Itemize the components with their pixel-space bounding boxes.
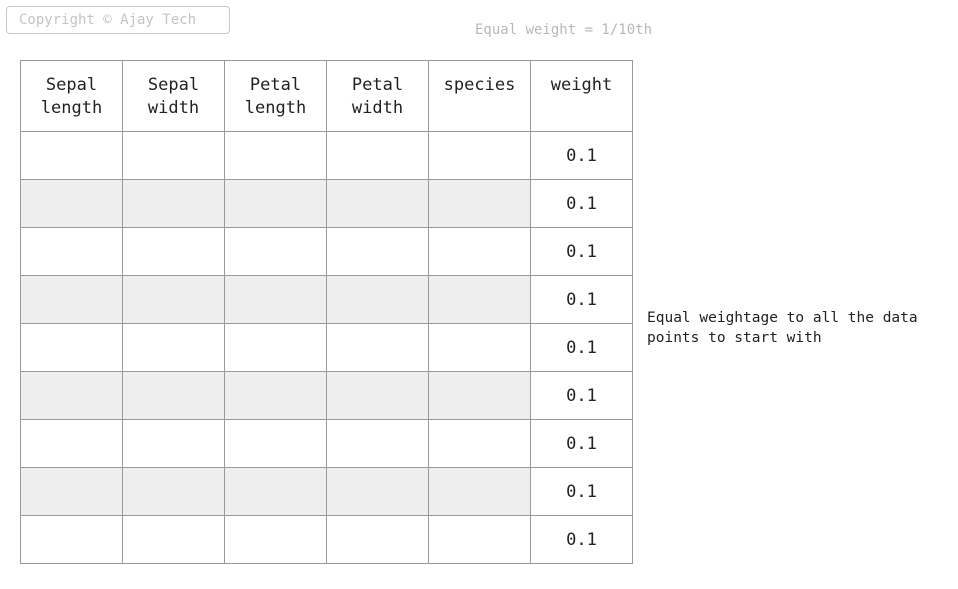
cell-species: [428, 323, 531, 372]
cell-species: [428, 419, 531, 468]
cell-sepal-width: [122, 371, 225, 420]
header-sepal-length: Sepal length: [20, 60, 123, 132]
cell-sepal-length: [20, 323, 123, 372]
cell-sepal-width: [122, 131, 225, 180]
table-row: 0.1: [20, 467, 633, 516]
cell-sepal-length: [20, 467, 123, 516]
cell-species: [428, 227, 531, 276]
cell-weight: 0.1: [530, 131, 633, 180]
table-row: 0.1: [20, 419, 633, 468]
header-petal-length: Petal length: [224, 60, 327, 132]
data-table: Sepal length Sepal width Petal length Petal…: [20, 60, 633, 564]
cell-petal-length: [224, 419, 327, 468]
cell-weight: 0.1: [530, 371, 633, 420]
cell-species: [428, 467, 531, 516]
cell-weight: 0.1: [530, 227, 633, 276]
cell-petal-width: [326, 515, 429, 564]
cell-species: [428, 275, 531, 324]
cell-sepal-width: [122, 419, 225, 468]
cell-species: [428, 131, 531, 180]
cell-petal-length: [224, 179, 327, 228]
table-body: 0.1 0.1 0.1 0.1: [20, 131, 633, 564]
equal-weight-note: Equal weight = 1/10th: [475, 22, 653, 38]
table-row: 0.1: [20, 131, 633, 180]
table-row: 0.1: [20, 323, 633, 372]
cell-species: [428, 371, 531, 420]
cell-sepal-length: [20, 227, 123, 276]
cell-sepal-length: [20, 179, 123, 228]
cell-sepal-length: [20, 419, 123, 468]
cell-petal-width: [326, 131, 429, 180]
cell-weight: 0.1: [530, 323, 633, 372]
table-row: 0.1: [20, 179, 633, 228]
cell-sepal-width: [122, 179, 225, 228]
cell-sepal-width: [122, 515, 225, 564]
header-petal-width: Petal width: [326, 60, 429, 132]
cell-weight: 0.1: [530, 515, 633, 564]
cell-sepal-length: [20, 515, 123, 564]
table-row: 0.1: [20, 371, 633, 420]
cell-petal-width: [326, 467, 429, 516]
cell-petal-width: [326, 371, 429, 420]
cell-sepal-length: [20, 131, 123, 180]
cell-petal-length: [224, 275, 327, 324]
cell-petal-width: [326, 275, 429, 324]
header-species: species: [428, 60, 531, 132]
cell-petal-length: [224, 227, 327, 276]
cell-petal-length: [224, 323, 327, 372]
cell-sepal-width: [122, 227, 225, 276]
cell-species: [428, 179, 531, 228]
cell-weight: 0.1: [530, 419, 633, 468]
cell-petal-length: [224, 515, 327, 564]
cell-sepal-width: [122, 275, 225, 324]
cell-sepal-width: [122, 467, 225, 516]
cell-petal-width: [326, 323, 429, 372]
cell-sepal-width: [122, 323, 225, 372]
header-row: Sepal length Sepal width Petal length Petal…: [20, 60, 633, 132]
table-row: 0.1: [20, 515, 633, 564]
table-row: 0.1: [20, 227, 633, 276]
cell-weight: 0.1: [530, 275, 633, 324]
header-weight: weight: [530, 60, 633, 132]
table-row: 0.1: [20, 275, 633, 324]
cell-petal-length: [224, 371, 327, 420]
cell-weight: 0.1: [530, 467, 633, 516]
cell-sepal-length: [20, 371, 123, 420]
cell-sepal-length: [20, 275, 123, 324]
copyright-label: Copyright © Ajay Tech: [6, 6, 230, 34]
cell-petal-width: [326, 419, 429, 468]
cell-petal-width: [326, 227, 429, 276]
cell-petal-length: [224, 131, 327, 180]
cell-petal-length: [224, 467, 327, 516]
side-note: Equal weightage to all the data points t…: [647, 310, 918, 346]
cell-petal-width: [326, 179, 429, 228]
header-sepal-width: Sepal width: [122, 60, 225, 132]
cell-weight: 0.1: [530, 179, 633, 228]
cell-species: [428, 515, 531, 564]
